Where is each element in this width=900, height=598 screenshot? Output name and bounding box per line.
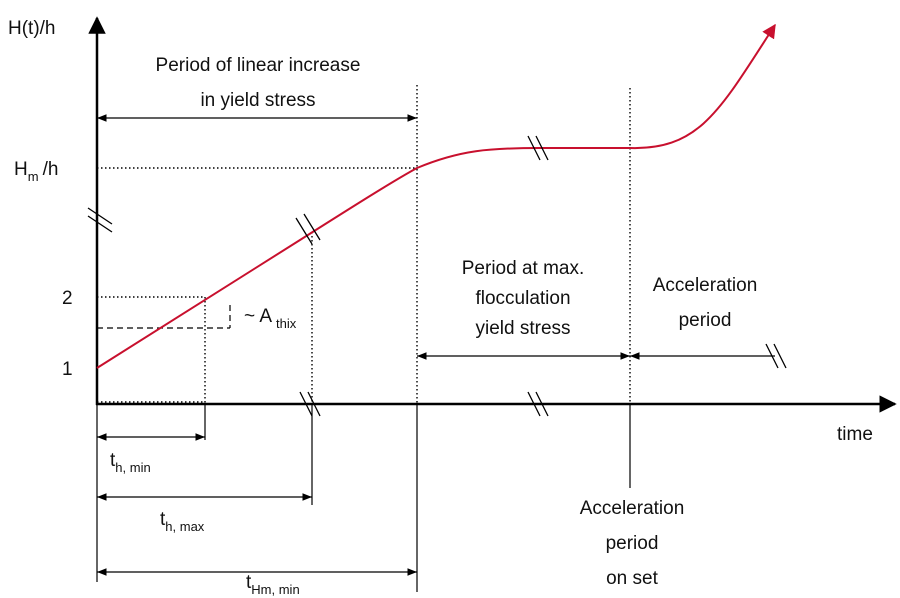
time-main: t	[110, 450, 116, 471]
period-label: flocculation	[475, 288, 570, 309]
level-main: H	[14, 159, 28, 180]
break-marks	[87, 135, 787, 417]
level-label: 2	[62, 288, 73, 309]
curve	[96, 23, 776, 369]
time-sub: h, min	[115, 460, 150, 475]
time-main: t	[246, 572, 252, 593]
time-label: th, max	[160, 509, 205, 534]
period-label: yield stress	[475, 318, 570, 339]
period-label: Acceleration	[653, 275, 758, 296]
thix-main: ~ A	[244, 306, 272, 327]
period-label: in yield stress	[200, 90, 315, 111]
period-label: period	[679, 310, 732, 331]
onset-label: Acceleration	[580, 498, 685, 519]
time-sub: Hm, min	[251, 582, 299, 597]
period-label: Period of linear increase	[156, 55, 361, 76]
level-label: Hm/h	[14, 159, 58, 184]
time-label: tHm, min	[246, 572, 300, 597]
level-sub: m	[28, 169, 39, 184]
thix-label: ~ A thix	[244, 306, 297, 331]
level-rest: /h	[43, 159, 59, 180]
onset-label: on set	[606, 568, 658, 589]
onset-label: period	[606, 533, 659, 554]
time-main: t	[160, 509, 166, 530]
time-sub: h, max	[165, 519, 205, 534]
time-label: th, min	[110, 450, 151, 475]
level-label: 1	[62, 359, 73, 380]
period-label: Period at max.	[462, 258, 585, 279]
x-axis-label: time	[837, 424, 873, 445]
thix-sub: thix	[276, 316, 297, 331]
y-axis-label: H(t)/h	[8, 18, 56, 39]
